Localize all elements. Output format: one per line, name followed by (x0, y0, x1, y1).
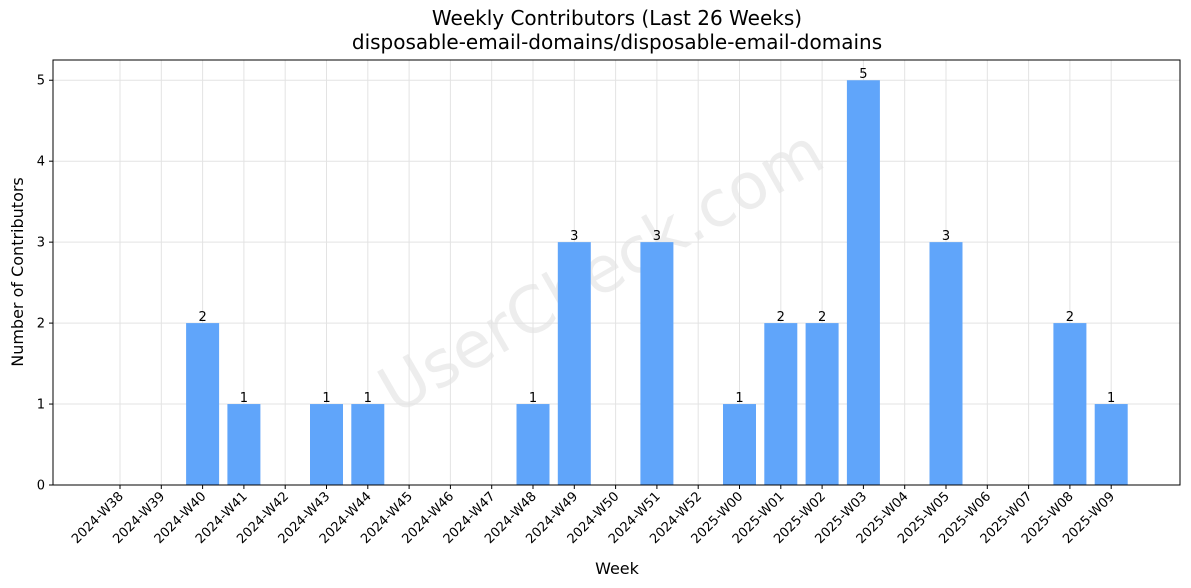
bar (805, 323, 839, 485)
y-tick-label: 2 (37, 317, 45, 332)
bar (929, 242, 963, 485)
bar-value-label: 1 (322, 391, 330, 406)
bar-value-label: 5 (859, 67, 867, 82)
bar-value-label: 1 (1107, 391, 1115, 406)
bar (846, 80, 880, 485)
bar (227, 404, 261, 485)
bar (557, 242, 591, 485)
bar (1053, 323, 1087, 485)
bar (1094, 404, 1128, 485)
bar-value-label: 1 (240, 391, 248, 406)
x-axis-ticks: 2024-W382024-W392024-W402024-W412024-W42… (69, 485, 1118, 547)
bar (764, 323, 798, 485)
bar (516, 404, 550, 485)
y-tick-label: 0 (37, 479, 45, 494)
chart-title: Weekly Contributors (Last 26 Weeks) (432, 6, 802, 30)
y-tick-label: 1 (37, 398, 45, 413)
bar (310, 404, 343, 485)
bar-value-label: 3 (570, 229, 578, 244)
bar-value-label: 2 (1066, 310, 1074, 325)
bars (186, 80, 1128, 485)
bar-value-label: 2 (818, 310, 826, 325)
bar-value-label: 1 (735, 391, 743, 406)
bar (351, 404, 385, 485)
y-tick-label: 5 (37, 74, 45, 89)
bar-value-label: 1 (529, 391, 537, 406)
bar (723, 404, 756, 485)
bar-value-label: 2 (777, 310, 785, 325)
y-tick-label: 4 (37, 155, 45, 170)
bar-value-label: 2 (198, 310, 206, 325)
chart-subtitle: disposable-email-domains/disposable-emai… (352, 30, 882, 54)
bar-value-label: 3 (653, 229, 661, 244)
plot-frame (52, 59, 1181, 486)
bar (186, 323, 220, 485)
y-axis-label: Number of Contributors (8, 177, 27, 367)
bar (640, 242, 674, 485)
data-labels: 2 1 1 1 1 3 3 1 2 2 5 3 2 1 (198, 67, 1115, 406)
x-axis-label: Week (595, 559, 640, 578)
bar-value-label: 3 (942, 229, 950, 244)
bar-value-label: 1 (364, 391, 372, 406)
y-axis-ticks: 0 1 2 3 4 5 (37, 74, 53, 494)
y-tick-label: 3 (37, 236, 45, 251)
